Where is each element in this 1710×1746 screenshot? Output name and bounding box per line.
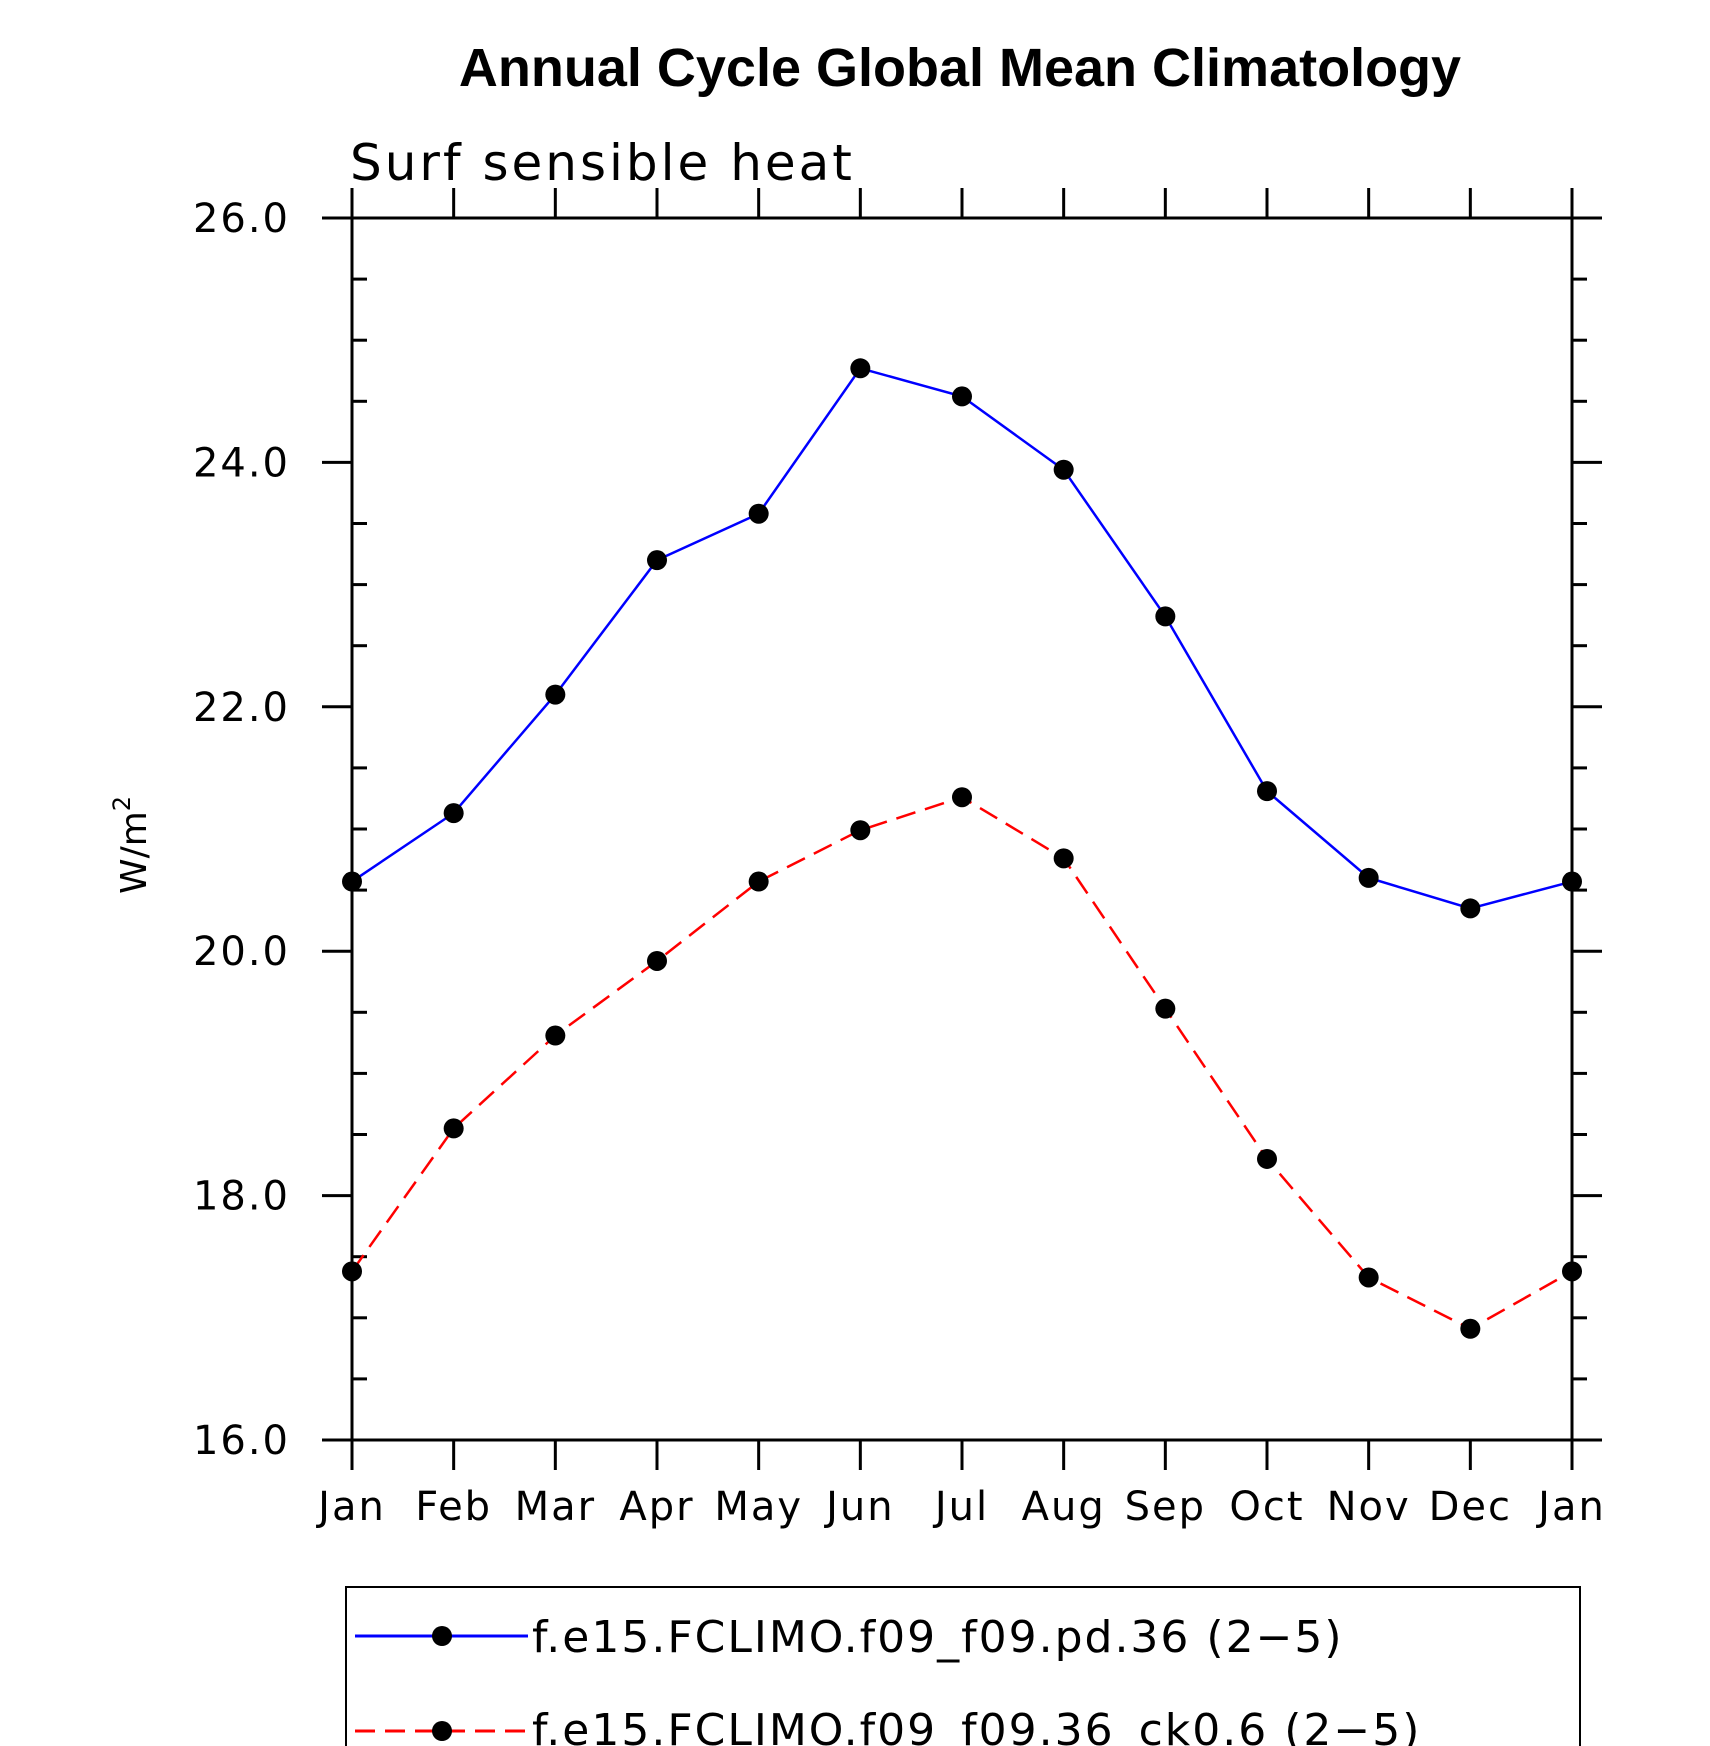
x-tick-label: May <box>714 1484 803 1530</box>
x-tick-label: Feb <box>415 1484 492 1530</box>
y-tick-label: 24.0 <box>193 440 290 486</box>
legend-label-series-2: f.e15.FCLIMO.f09_f09.36_ck0.6 (2−5) <box>532 1705 1421 1746</box>
legend-label-series-1: f.e15.FCLIMO.f09_f09.pd.36 (2−5) <box>532 1612 1344 1663</box>
x-tick-label: Jan <box>315 1484 386 1530</box>
series-line-2 <box>350 795 1573 1331</box>
data-point-series-1 <box>443 803 464 824</box>
y-tick-label: 22.0 <box>193 685 290 731</box>
series-line-1 <box>351 366 1573 910</box>
y-axis-label: W/m2 <box>108 796 155 894</box>
data-point-series-1 <box>545 684 566 705</box>
data-point-series-1 <box>952 386 972 407</box>
data-point-series-1 <box>1562 871 1582 892</box>
data-point-series-1 <box>647 550 667 571</box>
x-tick-label: Jul <box>932 1484 989 1530</box>
data-point-series-1 <box>748 503 769 524</box>
data-point-series-2 <box>850 820 871 841</box>
y-tick-label: 16.0 <box>193 1418 290 1464</box>
data-point-series-2 <box>647 950 667 971</box>
data-point-series-2 <box>1460 1318 1481 1339</box>
x-tick-label: Aug <box>1022 1484 1106 1530</box>
data-point-series-1 <box>1155 606 1176 627</box>
data-point-series-2 <box>748 871 769 892</box>
data-point-series-2 <box>1053 848 1074 869</box>
legend-marker-series-1 <box>432 1626 452 1646</box>
x-tick-label: Jun <box>823 1484 895 1530</box>
data-point-series-2 <box>342 1261 362 1282</box>
legend: f.e15.FCLIMO.f09_f09.pd.36 (2−5) f.e15.F… <box>345 1586 1581 1746</box>
data-point-series-2 <box>1562 1261 1582 1282</box>
data-point-series-2 <box>1257 1148 1277 1169</box>
legend-marker-series-2 <box>432 1721 452 1741</box>
data-point-series-1 <box>342 871 362 892</box>
data-point-series-1 <box>1358 867 1379 888</box>
x-tick-label: Sep <box>1125 1484 1206 1530</box>
data-point-series-1 <box>1053 459 1074 480</box>
chart-subtitle: Surf sensible heat <box>350 134 855 192</box>
series-group <box>342 358 1582 1339</box>
x-tick-label: Dec <box>1429 1484 1512 1530</box>
data-point-series-2 <box>443 1118 464 1139</box>
x-tick-label: Mar <box>515 1484 596 1530</box>
data-point-series-1 <box>1460 898 1481 919</box>
data-point-series-2 <box>1155 998 1176 1019</box>
y-tick-label: 26.0 <box>193 196 290 242</box>
x-tick-label: Oct <box>1229 1484 1304 1530</box>
x-tick-label: Nov <box>1327 1484 1411 1530</box>
y-tick-label: 18.0 <box>193 1174 290 1220</box>
data-point-series-2 <box>952 787 972 808</box>
x-tick-label: Apr <box>619 1484 694 1530</box>
data-point-series-1 <box>1257 781 1277 802</box>
chart-title: Annual Cycle Global Mean Climatology <box>459 38 1461 98</box>
x-tick-label: Jan <box>1535 1484 1606 1530</box>
data-point-series-2 <box>1358 1267 1379 1288</box>
axes-group: Jan Feb Mar Apr May Jun Jul Aug Sep Oct Nov Dec Jan 1… <box>193 188 1606 1530</box>
y-tick-label: 20.0 <box>193 929 290 975</box>
legend-box <box>345 1586 1581 1746</box>
data-point-series-2 <box>545 1025 566 1046</box>
data-point-series-1 <box>850 358 871 379</box>
